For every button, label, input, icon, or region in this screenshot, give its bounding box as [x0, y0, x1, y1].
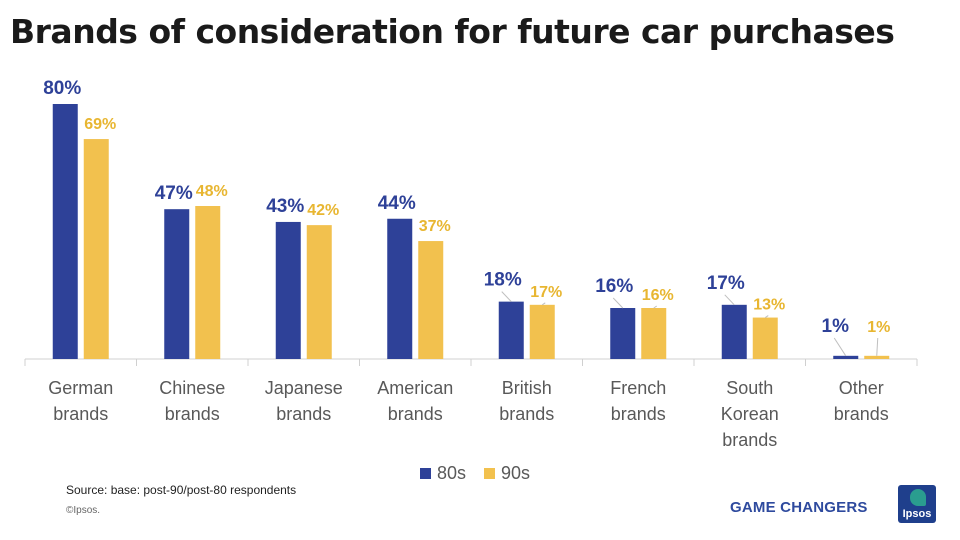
category-label-1-0: Chinese — [159, 378, 225, 398]
bar-90s-4 — [529, 304, 555, 359]
data-label-80s-1: 47% — [155, 183, 193, 204]
bar-80s-3 — [387, 218, 413, 359]
bar-90s-0 — [83, 139, 109, 359]
category-label-0-0: German — [48, 378, 113, 398]
category-label-5-0: French — [610, 378, 666, 398]
ipsos-logo-text: Ipsos — [902, 508, 932, 520]
data-label-leader — [501, 291, 512, 302]
category-label-7-0: Other — [839, 378, 884, 398]
category-label-3-0: American — [377, 378, 453, 398]
category-label-2-0: Japanese — [265, 378, 343, 398]
category-label-5-1: brands — [611, 404, 666, 424]
category-label-4-1: brands — [499, 404, 554, 424]
data-label-80s-7: 1% — [822, 316, 850, 337]
data-label-leader — [724, 294, 735, 306]
source-note: Source: base: post-90/post-80 respondent… — [66, 483, 297, 497]
bar-80s-6 — [721, 304, 747, 359]
category-label-6-0: South — [726, 378, 773, 398]
ipsos-logo-shape — [910, 489, 926, 506]
category-label-2-1: brands — [276, 404, 331, 424]
data-label-leader — [653, 305, 658, 309]
bar-90s-3 — [418, 241, 444, 359]
data-label-leader — [833, 337, 847, 357]
data-label-80s-3: 44% — [378, 193, 416, 214]
bar-80s-5 — [610, 308, 636, 359]
bar-80s-1 — [164, 209, 190, 359]
data-label-90s-6: 13% — [753, 297, 785, 314]
data-label-80s-2: 43% — [266, 196, 304, 217]
bar-90s-1 — [195, 206, 221, 359]
category-label-0-1: brands — [53, 404, 108, 424]
legend-label-80s: 80s — [437, 463, 466, 483]
bar-80s-7 — [833, 355, 859, 359]
data-label-leader — [541, 302, 546, 306]
bar-90s-7 — [864, 355, 890, 359]
data-label-80s-4: 18% — [484, 270, 522, 291]
data-label-90s-1: 48% — [196, 183, 228, 200]
legend-label-90s: 90s — [501, 463, 530, 483]
chart-title: Brands of consideration for future car p… — [10, 12, 895, 51]
data-label-80s-0: 80% — [43, 78, 81, 99]
bar-80s-2 — [275, 221, 301, 359]
data-label-90s-2: 42% — [307, 202, 339, 219]
data-label-90s-4: 17% — [530, 284, 562, 301]
copyright-note: ©Ipsos. — [66, 505, 101, 516]
data-label-90s-3: 37% — [419, 218, 451, 235]
bar-80s-4 — [498, 301, 524, 359]
bar-90s-5 — [641, 308, 667, 359]
category-label-7-1: brands — [834, 404, 889, 424]
data-label-80s-6: 17% — [707, 273, 745, 294]
data-label-leader — [876, 337, 879, 356]
category-label-6-1: Korean — [721, 404, 779, 424]
game-changers-tagline: GAME CHANGERS — [730, 499, 868, 516]
ipsos-logo: Ipsos — [898, 485, 936, 523]
data-label-90s-7: 1% — [867, 319, 890, 336]
data-label-90s-0: 69% — [84, 116, 116, 133]
data-label-leader — [764, 315, 769, 318]
data-label-leader — [612, 297, 624, 309]
category-label-3-1: brands — [388, 404, 443, 424]
legend-swatch-90s — [484, 468, 495, 479]
category-label-4-0: British — [502, 378, 552, 398]
data-label-80s-5: 16% — [595, 276, 633, 297]
category-label-6-2: brands — [722, 430, 777, 450]
category-label-1-1: brands — [165, 404, 220, 424]
bar-80s-0 — [52, 104, 78, 359]
bar-90s-6 — [752, 317, 778, 359]
legend-swatch-80s — [420, 468, 431, 479]
bar-90s-2 — [306, 225, 332, 359]
data-label-90s-5: 16% — [642, 287, 674, 304]
